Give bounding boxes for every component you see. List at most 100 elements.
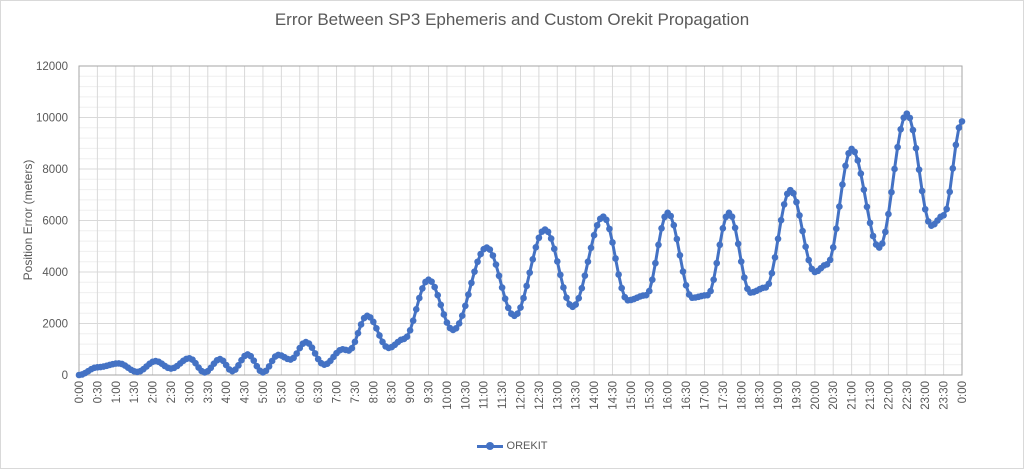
data-point [943,205,950,213]
data-point [716,241,724,249]
x-tick-label: 12:30 [534,381,546,410]
data-point [458,312,466,320]
data-point [790,189,797,197]
x-tick-label: 22:30 [902,381,914,410]
data-point [799,227,806,235]
gridlines [78,65,963,376]
data-point [357,321,365,328]
data-point [495,272,503,280]
data-point [888,188,895,196]
x-tick-label: 18:00 [736,381,748,410]
data-point [468,279,475,287]
data-point [465,291,472,298]
data-point [832,225,840,232]
data-point [734,240,742,248]
x-tick-label: 1:30 [129,381,141,403]
data-point [416,294,423,302]
data-point [952,141,960,149]
data-point [897,126,904,133]
x-tick-label: 16:00 [663,381,675,410]
data-point [652,259,659,267]
data-point [940,212,947,219]
data-point [878,240,886,247]
axes: 0:00 0:30 1:00 1:30 2:00 2:30 3:00 3:30 4:00 4:30… [36,61,969,410]
data-point [915,166,923,173]
data-point [609,239,616,246]
x-tick-label: 11:30 [497,381,509,409]
data-point [440,311,448,318]
x-tick-label: 0:30 [92,381,104,403]
data-point [532,243,540,251]
data-point [645,287,653,295]
data-point [710,276,717,283]
y-tick-label: 8000 [42,164,68,176]
x-tick-label: 5:00 [258,381,270,403]
data-point [498,284,506,291]
data-point [866,219,874,227]
x-tick-label: 3:00 [184,381,196,403]
x-tick-label: 4:30 [240,381,252,403]
data-point [250,357,258,364]
y-tick-label: 2000 [42,319,68,331]
x-tick-label: 15:00 [626,381,638,410]
x-tick-label: 1:00 [111,381,123,403]
data-point [547,235,555,242]
x-tick-label: 3:30 [203,381,215,403]
data-point [578,284,586,292]
data-point [563,294,570,302]
y-tick-label: 6000 [42,216,68,228]
y-axis-label: Position Error (meters) [21,160,35,281]
x-tick-label: 23:00 [920,381,932,410]
x-tick-label: 0:00 [74,381,86,403]
data-point [529,256,537,263]
data-point [455,320,463,327]
data-point [780,201,788,208]
x-tick-label: 22:00 [883,381,895,410]
x-tick-label: 19:00 [773,381,785,410]
x-tick-label: 21:00 [847,381,859,410]
data-point [523,282,530,290]
legend[interactable]: OREKIT [0,440,1024,452]
data-point [557,271,564,279]
x-tick-label: 16:30 [681,381,693,410]
x-tick-label: 4:00 [221,381,233,403]
data-point [419,285,426,292]
data-point [311,350,319,357]
data-point [676,251,684,259]
data-point [550,245,558,253]
x-tick-label: 2:00 [148,381,160,403]
data-point [514,310,521,317]
plot-area-border [78,65,963,376]
data-point [682,282,690,289]
data-point [235,362,242,369]
data-point [854,157,862,164]
data-point [618,284,625,292]
data-point [713,259,721,267]
data-point [777,216,785,224]
data-point [517,304,524,311]
data-point [308,344,316,352]
data-point [796,212,803,219]
data-point [918,187,926,195]
data-point [719,224,727,232]
data-point [403,333,411,340]
data-point [575,294,583,302]
x-tick-label: 21:30 [865,381,877,410]
data-point [909,126,917,134]
data-point [406,326,414,334]
x-tick-label: 2:30 [166,381,178,403]
chart-title: Error Between SP3 Ephemeris and Custom O… [274,10,750,29]
data-point [768,269,776,277]
x-tick-label: 17:00 [699,381,711,410]
x-tick-label: 7:00 [332,381,344,403]
data-point [354,329,362,337]
x-tick-label: 9:00 [405,381,417,403]
data-point [869,232,877,240]
x-tick-label: 7:30 [350,381,362,403]
data-point [603,216,610,224]
data-point [649,276,656,283]
data-point [793,198,800,206]
data-point [882,228,889,236]
data-point [412,306,420,313]
